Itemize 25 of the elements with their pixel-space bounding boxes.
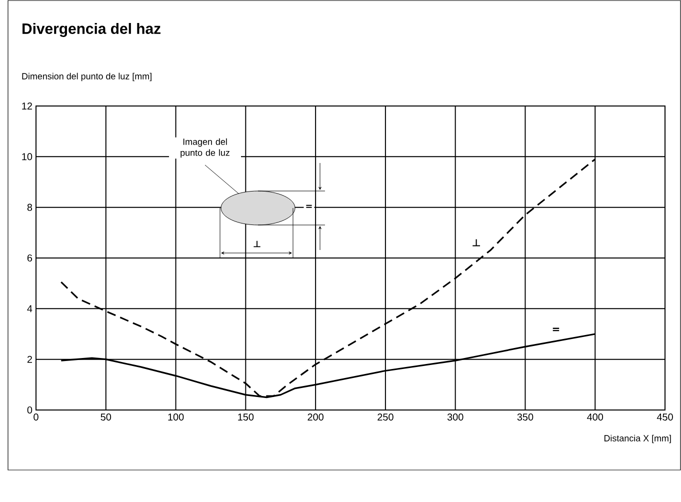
y-tick-label: 8: [27, 204, 32, 211]
x-tick-label: 100: [168, 414, 184, 421]
y-tick-label: 10: [22, 153, 32, 160]
series-label: =: [552, 328, 560, 332]
x-tick-label: 400: [587, 414, 604, 421]
x-tick-label: 200: [308, 414, 324, 421]
x-tick-label: 250: [378, 414, 394, 421]
y-tick-label: 4: [27, 305, 32, 312]
x-tick-label: 0: [34, 414, 38, 421]
y-axis-title: Dimension del punto de luz [mm]: [22, 72, 152, 82]
chart-title: Divergencia del haz: [22, 22, 160, 37]
x-tick-label: 450: [656, 414, 673, 421]
series-label: ⊥: [472, 239, 480, 246]
annotation: ⊥: [254, 240, 260, 248]
y-tick-label: 12: [22, 102, 32, 110]
x-tick-label: 50: [100, 414, 112, 421]
y-tick-label: 6: [27, 254, 32, 262]
y-tick-label: 2: [27, 356, 32, 363]
x-axis-title: Distancia X [mm]: [604, 434, 671, 444]
annotation: Imagen del punto de luz: [180, 138, 230, 158]
annotation: =: [306, 204, 312, 208]
x-tick-label: 150: [238, 414, 254, 421]
y-tick-label: 0: [27, 406, 32, 414]
x-tick-label: 300: [447, 414, 464, 421]
x-tick-label: 350: [517, 414, 534, 421]
